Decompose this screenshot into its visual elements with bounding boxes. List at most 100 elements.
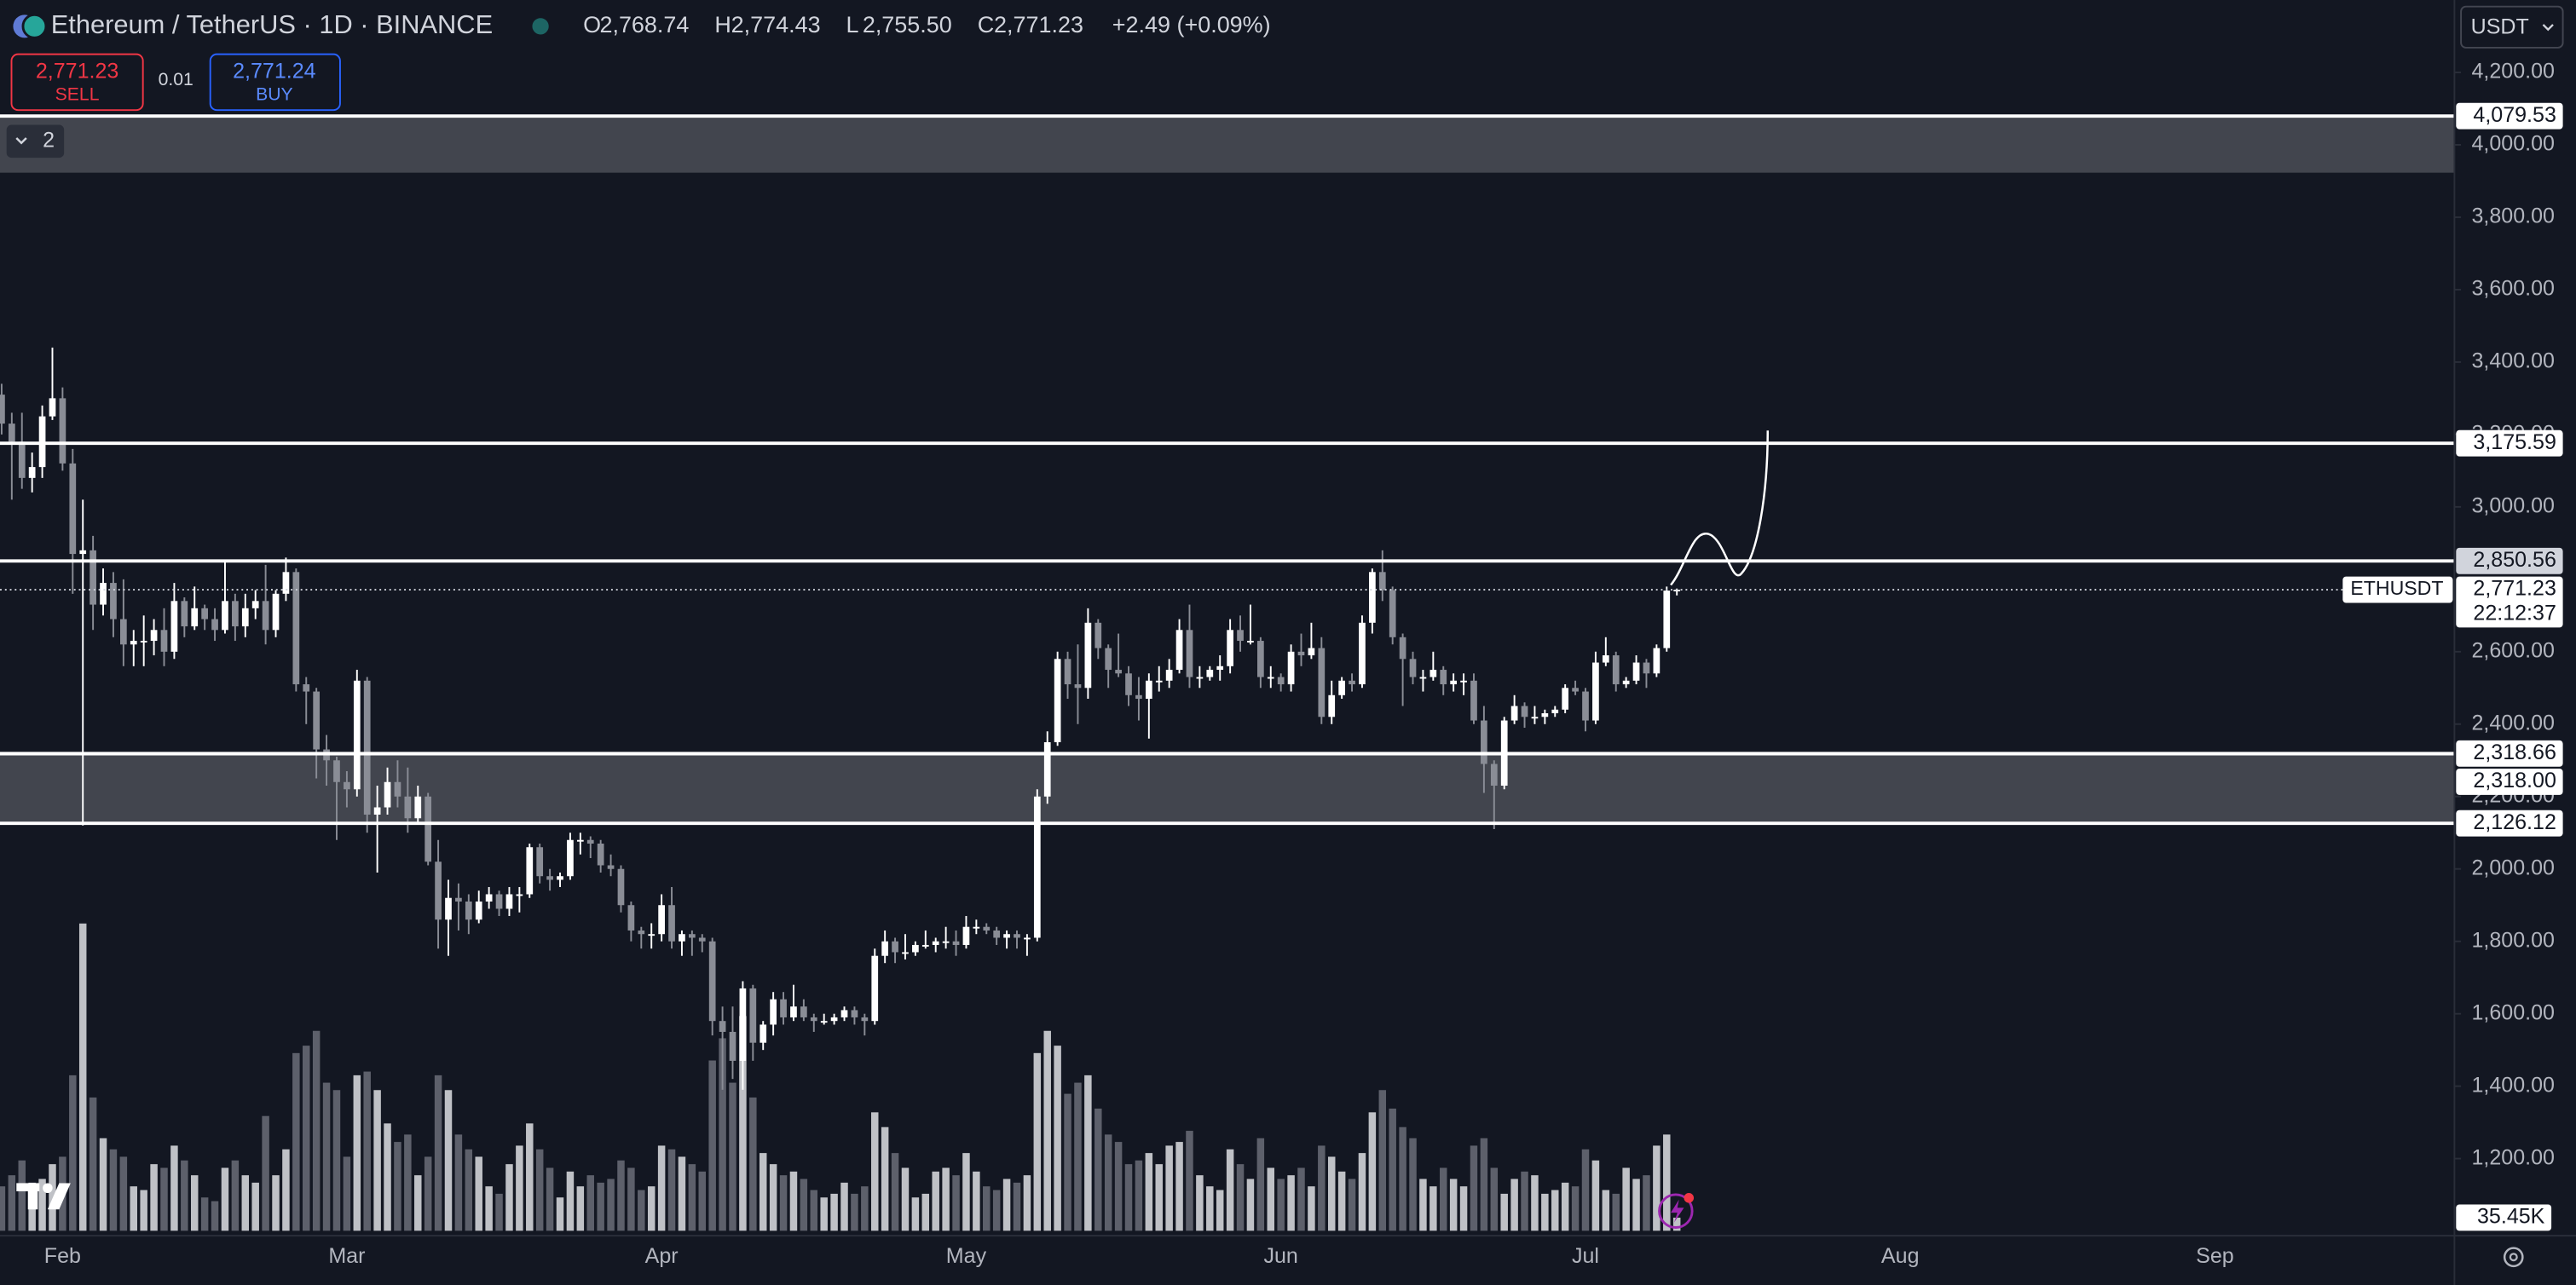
dropdown-arrow[interactable] — [2542, 24, 2554, 32]
volume-bar — [1419, 1178, 1427, 1231]
volume-bar — [1124, 1164, 1133, 1231]
ohlc-legend: O2,768.74 H 2,774.43 L 2,755.50 C 2,771.23 — [583, 12, 1083, 37]
collapse-count[interactable]: 2 — [43, 128, 55, 152]
candle-body — [485, 894, 493, 902]
x-tick-label: Mar — [328, 1244, 365, 1268]
volume-bar — [678, 1156, 686, 1231]
candle-body — [1399, 637, 1406, 660]
sell-button[interactable] — [10, 53, 144, 112]
volume-bar — [303, 1046, 310, 1231]
candle-body — [191, 608, 199, 627]
candle-body — [962, 926, 970, 945]
volume-bar — [1571, 1186, 1580, 1231]
collapse-button[interactable] — [6, 124, 65, 158]
candle-body — [719, 1021, 726, 1032]
candle-body — [679, 934, 685, 942]
candle-body — [8, 424, 15, 442]
candle-body — [1328, 694, 1336, 717]
sell-price[interactable]: 2,771.23 — [36, 59, 118, 83]
volume-bar — [973, 1171, 980, 1231]
candle-body — [1003, 934, 1010, 938]
volume-bar — [657, 1145, 666, 1231]
volume-bar — [881, 1127, 889, 1231]
volume-bar — [789, 1171, 798, 1231]
alert-icon[interactable] — [1658, 1193, 1694, 1229]
volume-bar — [1368, 1112, 1377, 1231]
x-tick-label: Feb — [44, 1244, 81, 1268]
volume-bar — [130, 1186, 138, 1231]
volume-bar — [1561, 1182, 1569, 1231]
candle-body — [1297, 651, 1305, 656]
candle-body — [576, 839, 584, 842]
y-tick-label: 2,600.00 — [2471, 638, 2554, 662]
settings-icon[interactable] — [2509, 1253, 2518, 1262]
candle-body — [1145, 680, 1152, 700]
candle-body — [404, 796, 412, 819]
candle-body — [780, 999, 787, 1017]
candle-body — [658, 905, 665, 935]
volume-bar — [739, 1016, 747, 1231]
volume-bar — [1104, 1134, 1112, 1231]
level-label-bg — [2456, 547, 2563, 574]
level-label: 2,318.66 — [2473, 740, 2556, 764]
volume-bar — [1663, 1134, 1671, 1231]
candle-body — [1115, 670, 1122, 674]
volume-bar — [911, 1197, 920, 1231]
buy-label[interactable]: BUY — [256, 84, 293, 104]
candle-body — [567, 839, 574, 877]
settings-icon[interactable] — [2503, 1247, 2524, 1268]
volume-bar — [444, 1090, 453, 1231]
volume-bar — [942, 1167, 950, 1231]
candle-body — [739, 988, 747, 1061]
candle-body — [770, 999, 777, 1025]
level-label: 3,175.59 — [2473, 430, 2556, 454]
buy-price[interactable]: 2,771.24 — [233, 59, 316, 83]
x-tick-label: Jul — [1572, 1244, 1599, 1268]
level-label-bg — [2456, 429, 2563, 457]
candle-body — [1349, 680, 1355, 685]
candle-body — [1125, 673, 1132, 695]
volume-bar — [1297, 1167, 1305, 1231]
x-tick-label: Aug — [1881, 1244, 1920, 1268]
candle-body — [130, 641, 137, 645]
candle-body — [1460, 680, 1467, 683]
currency-select[interactable] — [2460, 5, 2564, 49]
candle-body — [1592, 662, 1599, 721]
collapse-arrow[interactable] — [15, 137, 27, 145]
candle-body — [881, 941, 889, 956]
candle-body — [1237, 630, 1244, 642]
candle-body — [211, 619, 218, 631]
candle-body — [28, 467, 36, 478]
y-tick-label: 2,400.00 — [2471, 711, 2554, 735]
volume-bar — [200, 1197, 209, 1231]
candle-body — [1541, 713, 1549, 717]
volume-bar — [861, 1186, 869, 1231]
volume-bar — [638, 1190, 645, 1231]
y-tick-label: 1,400.00 — [2471, 1073, 2554, 1097]
volume-bar — [1358, 1153, 1366, 1231]
volume-bar — [1602, 1190, 1610, 1231]
volume-bar — [932, 1171, 939, 1231]
candle-body — [871, 955, 879, 1022]
candle-body — [1409, 659, 1417, 677]
volume-bar — [1155, 1164, 1163, 1231]
candle-body — [1247, 641, 1254, 642]
candle-body — [475, 901, 482, 920]
candle-body — [150, 630, 158, 642]
volume-bar — [1013, 1182, 1021, 1231]
candle-body — [638, 930, 645, 935]
alert-icon[interactable] — [1671, 1199, 1684, 1223]
currency[interactable]: USDT — [2471, 14, 2529, 38]
y-tick-label: 3,600.00 — [2471, 277, 2554, 301]
volume-bar — [282, 1149, 290, 1231]
volume-bar — [485, 1186, 493, 1231]
volume-bar — [1672, 1217, 1681, 1231]
candle-body — [668, 905, 675, 942]
sell-label[interactable]: SELL — [55, 84, 100, 104]
volume-bar — [1643, 1175, 1650, 1231]
volume-bar — [992, 1190, 1001, 1231]
buy-button[interactable] — [209, 53, 341, 112]
candle-body — [973, 926, 980, 929]
candle-body — [1064, 659, 1071, 685]
level-label-bg — [2456, 768, 2563, 795]
